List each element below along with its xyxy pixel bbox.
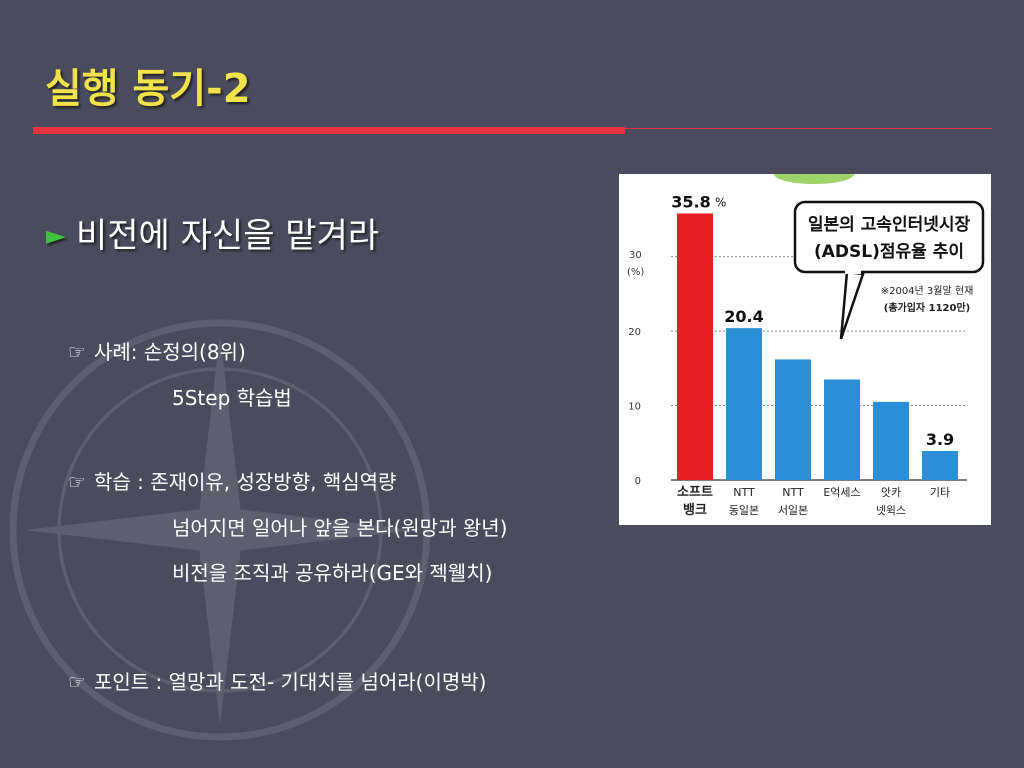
category-label: 앗카 [881,486,901,499]
item-text: 넘어지면 일어나 앞을 본다(원망과 왕년) [172,516,508,540]
bar [922,450,958,480]
first-label-unit: % [715,195,726,209]
y-tick-label: 0 [635,476,641,487]
title-underline-thick [33,127,625,134]
y-tick-label: 20 [628,327,641,338]
item-text: 비전을 조직과 공유하라(GE와 젝웰치) [172,561,493,585]
category-label-line2: 동일본 [729,503,759,517]
main-bullet-text: 비전에 자신을 맡겨라 [76,216,380,256]
bar [775,359,811,480]
category-label-line2: 서일본 [778,503,808,517]
y-tick-label: 10 [628,402,641,413]
callout-box [793,200,985,274]
y-axis-30-label: 30 [629,250,642,261]
bar [873,401,909,480]
chart-note-line2: (총가입자 1120만) [884,301,970,314]
bar-value-label: 20.4 [724,307,763,326]
chart-title-line2: (ADSL)점유율 추이 [814,242,964,262]
bar-value-label: 3.9 [926,430,954,449]
list-item: ☞ 포인트 : 열망과 도전- 기대치를 넘어라(이명박) [68,666,487,695]
slide-title: 실행 동기-2 [45,66,251,112]
category-label: NTT [782,486,804,499]
bar [677,213,713,480]
bar [726,328,762,480]
title-underline-thin [625,128,992,129]
category-label: 기타 [930,486,950,499]
decorative-blob [774,174,854,184]
category-label-line2: 뱅크 [683,503,707,518]
compass-watermark-icon [9,319,431,741]
item-text: 학습 : 존재이유, 성장방향, 핵심역량 [93,470,397,494]
category-label: E억세스 [823,486,860,499]
item-text: 5Step 학습법 [172,386,292,410]
callout-pointer [839,270,865,340]
list-item: ☞ 학습 : 존재이유, 성장방향, 핵심역량 [68,466,396,495]
list-item: ☞ 사례: 손정의(8위) [68,336,246,365]
pointing-hand-icon: ☞ [68,470,86,494]
pointing-hand-icon: ☞ [68,340,86,364]
category-label: 소프트 [677,485,713,500]
bar [824,379,860,480]
bar-value-label: 35.8 [671,192,710,211]
chart-title-line1: 일본의 고속인터넷시장 [808,215,971,235]
main-bullet: ► 비전에 자신을 맡겨라 [46,208,379,257]
play-arrow-icon: ► [46,221,66,251]
y-axis-unit: (%) [627,267,644,278]
category-label-line2: 넷윅스 [876,504,906,517]
pointing-hand-icon: ☞ [68,670,86,694]
item-text: 사례: 손정의(8위) [93,340,246,364]
chart-note-line1: ※2004년 3월말 현재 [881,285,974,297]
category-label: NTT [733,486,755,499]
item-text: 포인트 : 열망과 도전- 기대치를 넘어라(이명박) [93,670,487,694]
